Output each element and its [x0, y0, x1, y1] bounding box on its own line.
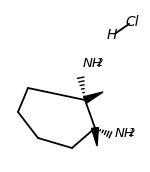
Polygon shape — [84, 92, 103, 103]
Polygon shape — [92, 128, 99, 146]
Text: H: H — [107, 28, 117, 42]
Text: NH: NH — [115, 127, 135, 140]
Text: 2: 2 — [97, 58, 103, 68]
Text: NH: NH — [83, 57, 103, 70]
Text: 2: 2 — [129, 128, 135, 138]
Text: Cl: Cl — [125, 15, 139, 29]
